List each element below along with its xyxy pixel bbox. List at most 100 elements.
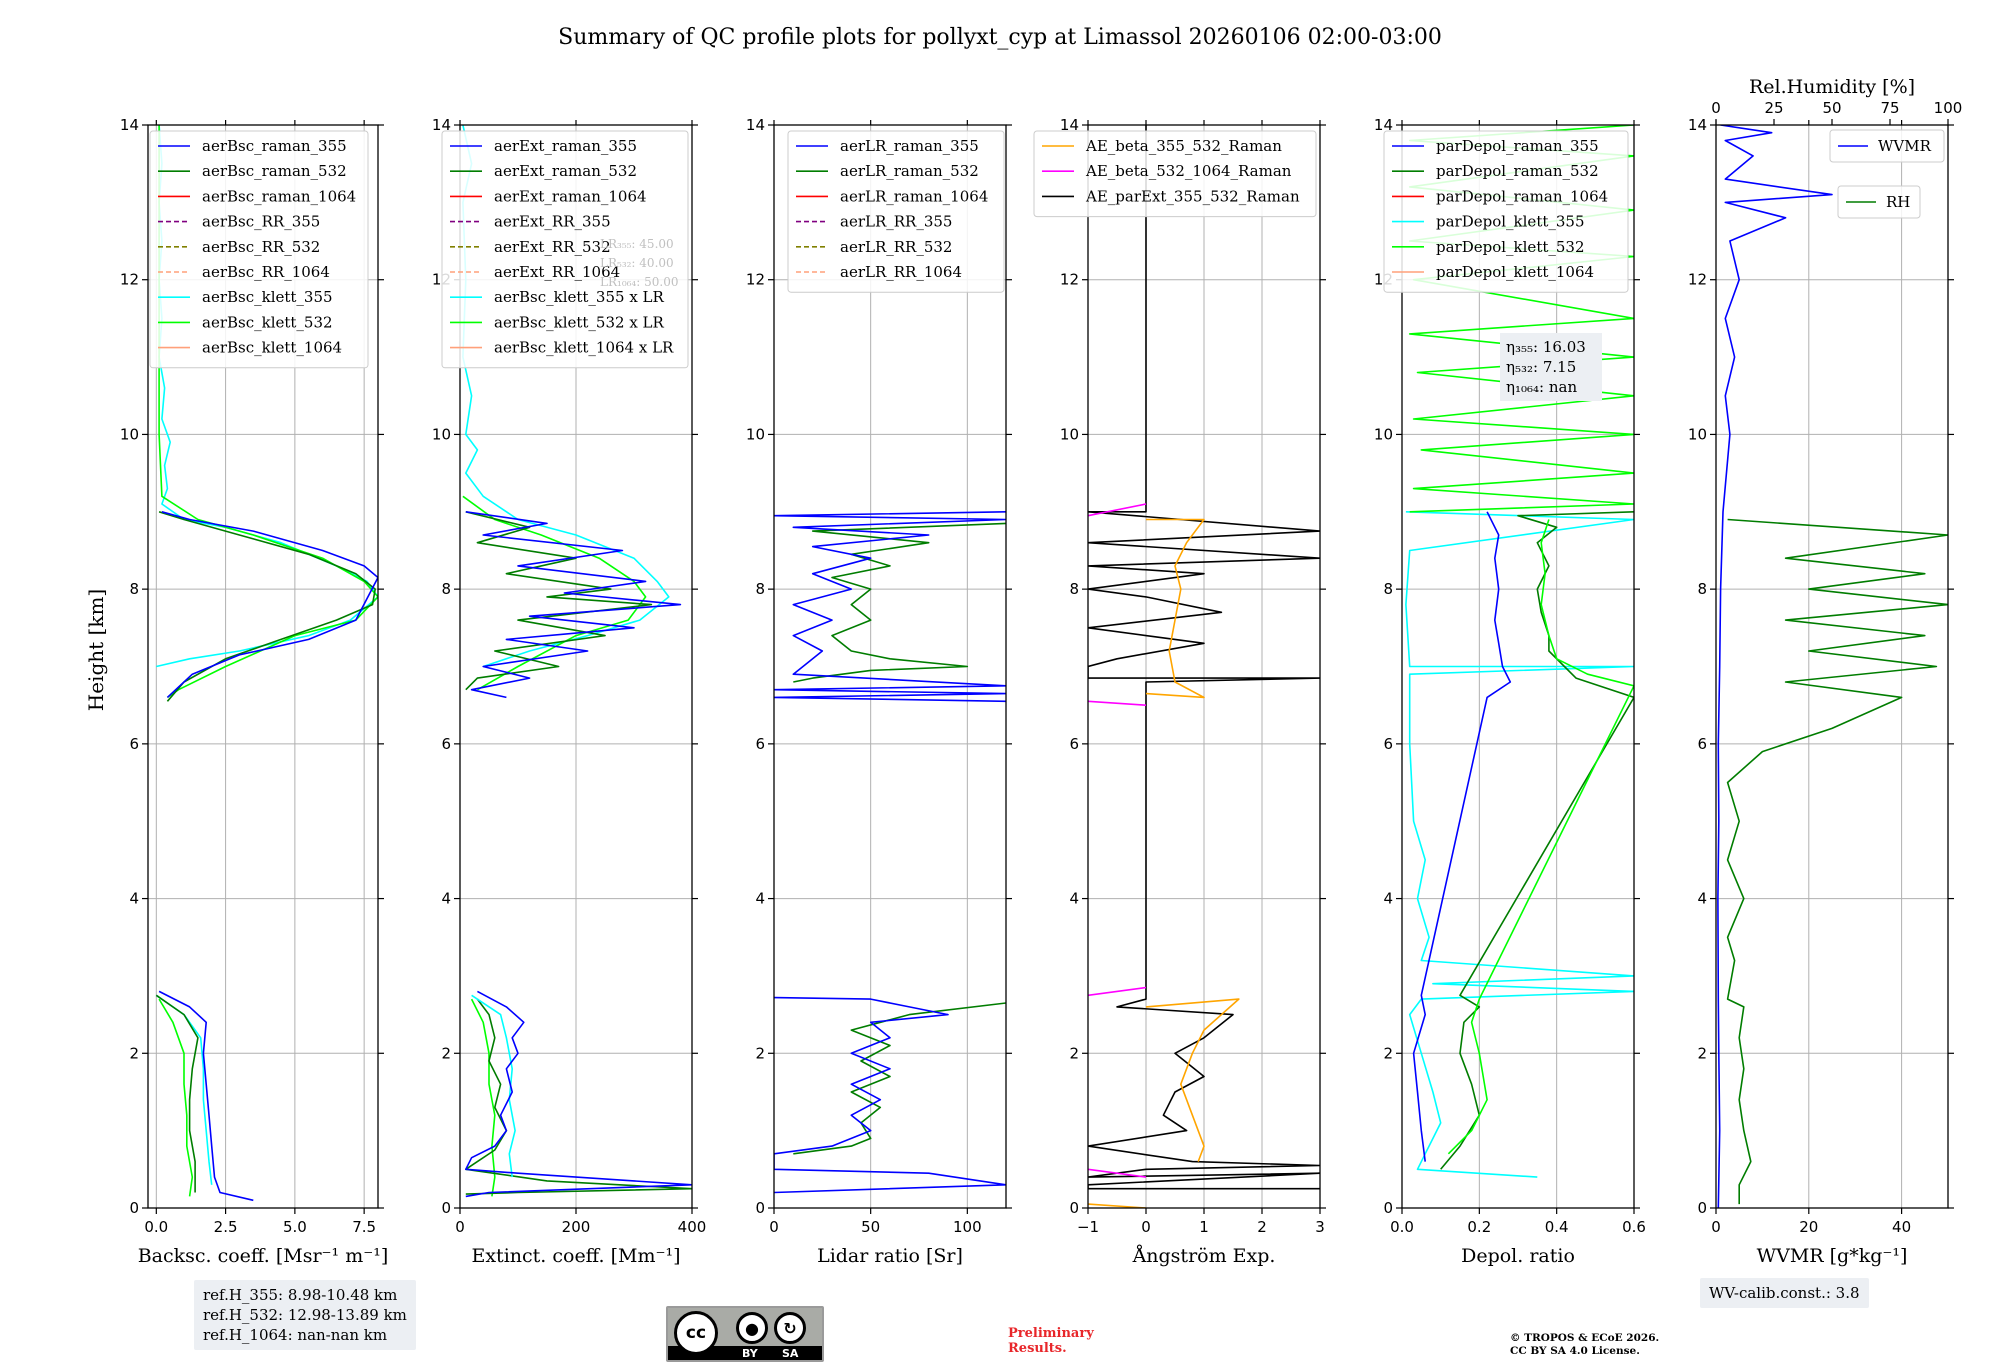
y-tick-label: 4 — [755, 890, 765, 908]
legend-label: aerBsc_RR_355 — [202, 213, 320, 231]
legend-label: AE_beta_355_532_Raman — [1085, 137, 1282, 155]
y-tick-label: 4 — [1069, 890, 1079, 908]
y-tick-label: 14 — [1374, 116, 1393, 134]
y-tick-label: 8 — [129, 580, 139, 598]
y-tick-label: 2 — [1697, 1044, 1707, 1062]
x-tick-label: 5.0 — [283, 1218, 307, 1236]
copyright-line-1: © TROPOS & ECoE 2026. — [1510, 1332, 1660, 1344]
axes-frame — [773, 124, 1007, 1209]
series-pardepol-klett-532 — [1447, 519, 1634, 1155]
legend-label: aerBsc_klett_355 — [202, 288, 333, 306]
series-pardepol-klett-355 — [1405, 511, 1634, 1178]
ref-height-box: ref.H_355: 8.98-10.48 km ref.H_532: 12.9… — [194, 1280, 416, 1350]
ref-height-355: ref.H_355: 8.98-10.48 km — [203, 1286, 398, 1304]
legend-label: aerLR_raman_532 — [840, 162, 979, 180]
ref-height-532: ref.H_532: 12.98-13.89 km — [203, 1306, 407, 1324]
panel-wvmr: 0 20 40 0 2 4 6 8 10 12 14 WVMR [g*kg⁻¹] 0 25 50 75 100 R… — [1688, 76, 1962, 1267]
panel-backscatter: 0.0 2.5 5.0 7.5 0 2 4 6 8 10 12 14 Backsc. coeff. [M… — [120, 116, 388, 1267]
ref-height-1064: ref.H_1064: nan-nan km — [203, 1326, 388, 1344]
cc-logo-icon: cc — [674, 1311, 718, 1355]
y-tick-label: 0 — [129, 1199, 139, 1217]
series-aerlr-raman-355 — [774, 511, 1006, 703]
series-ae-beta-532-1064-raman-b — [1088, 700, 1147, 706]
top-x-tick-label: 100 — [1934, 99, 1963, 117]
series-pardepol-raman-532 — [1440, 511, 1634, 1170]
y-tick-label: 6 — [441, 735, 451, 753]
legend-frame — [441, 130, 689, 369]
eta-box — [1500, 333, 1602, 401]
axes-frame — [1715, 124, 1949, 1209]
y-tick-label: 14 — [746, 116, 765, 134]
legend-label: parDepol_raman_532 — [1436, 162, 1599, 180]
x-tick-label: 200 — [562, 1218, 591, 1236]
x-axis-label: WVMR [g*kg⁻¹] — [1757, 1245, 1908, 1267]
legend-label: aerLR_RR_355 — [840, 213, 952, 231]
y-tick-label: 8 — [1697, 580, 1707, 598]
legend-frame — [1837, 185, 1921, 219]
y-tick-label: 12 — [120, 271, 139, 289]
legend-label: aerExt_RR_532 — [494, 238, 611, 256]
top-x-tick-label: 75 — [1880, 99, 1899, 117]
y-tick-label: 14 — [1060, 116, 1079, 134]
legend-label: aerBsc_raman_532 — [202, 162, 347, 180]
legend-label: aerLR_raman_355 — [840, 137, 979, 155]
legend-label: aerBsc_klett_532 x LR — [494, 313, 665, 331]
y-tick-label: 6 — [1069, 735, 1079, 753]
series-aerbsc-klett-532-x-lr — [462, 495, 647, 691]
y-tick-label: 0 — [1697, 1199, 1707, 1217]
x-tick-label: 2.5 — [214, 1218, 238, 1236]
x-tick-label: 0.0 — [1390, 1218, 1414, 1236]
y-tick-label: 10 — [746, 425, 765, 443]
x-tick-label: 400 — [678, 1218, 707, 1236]
legend-label: aerBsc_RR_1064 — [202, 263, 330, 281]
legend-label: RH — [1886, 193, 1910, 211]
legend-label: aerBsc_klett_355 x LR — [494, 288, 665, 306]
legend-label: AE_beta_532_1064_Raman — [1085, 162, 1292, 180]
legend-label: aerLR_raman_1064 — [840, 187, 988, 205]
y-tick-label: 14 — [120, 116, 139, 134]
lr-label: LR₁₀₆₄: 50.00 — [600, 275, 678, 289]
legend-label: aerExt_raman_532 — [494, 162, 637, 180]
legend-frame — [1829, 129, 1945, 163]
y-tick-label: 8 — [441, 580, 451, 598]
y-tick-label: 2 — [755, 1044, 765, 1062]
x-axis-label: Lidar ratio [Sr] — [817, 1245, 963, 1267]
copyright-line-2: CC BY SA 4.0 License. — [1510, 1345, 1640, 1357]
y-tick-label: 8 — [1069, 580, 1079, 598]
legend-label: AE_parExt_355_532_Raman — [1085, 187, 1300, 205]
y-tick-label: 2 — [1069, 1044, 1079, 1062]
y-tick-label: 10 — [1374, 425, 1393, 443]
y-tick-label: 4 — [441, 890, 451, 908]
lr-label: LR₃₅₅: 45.00 — [600, 237, 674, 251]
axes-frame — [147, 124, 379, 1209]
eta-label: η₅₃₂: 7.15 — [1506, 358, 1576, 376]
top-x-tick-label: 0 — [1711, 99, 1721, 117]
legend-label: aerExt_RR_355 — [494, 213, 611, 231]
y-tick-label: 10 — [120, 425, 139, 443]
legend-label: aerBsc_raman_1064 — [202, 187, 356, 205]
legend-angstrom: AE_beta_355_532_Raman AE_beta_532_1064_Ra… — [1033, 130, 1317, 218]
y-tick-label: 6 — [1383, 735, 1393, 753]
series-aerbsc-klett-355-x-lr-low — [471, 994, 516, 1178]
cc-sa-label: SA — [782, 1347, 799, 1360]
y-tick-label: 0 — [755, 1199, 765, 1217]
figure-title: Summary of QC profile plots for pollyxt_… — [558, 25, 1442, 50]
series-aerext-raman-532 — [465, 511, 653, 691]
y-tick-label: 10 — [1060, 425, 1079, 443]
legend-label: parDepol_klett_355 — [1436, 213, 1585, 231]
top-x-tick-label: 50 — [1822, 99, 1841, 117]
legend-frame — [149, 130, 369, 369]
series-ae-beta-532-1064-raman-a — [1088, 503, 1147, 517]
cc-by-label: BY — [742, 1347, 758, 1360]
x-tick-label: 7.5 — [352, 1218, 376, 1236]
series-aerlr-raman-532-low — [793, 1002, 1006, 1155]
x-tick-label: 0 — [1141, 1218, 1151, 1236]
attribution-icon: ● — [736, 1312, 768, 1344]
legend-label: aerLR_RR_1064 — [840, 263, 962, 281]
preliminary-results-note: Preliminary Results. — [1008, 1326, 1094, 1356]
x-tick-label: 0.4 — [1545, 1218, 1569, 1236]
legend-frame — [1383, 130, 1629, 293]
x-tick-label: 50 — [861, 1218, 880, 1236]
